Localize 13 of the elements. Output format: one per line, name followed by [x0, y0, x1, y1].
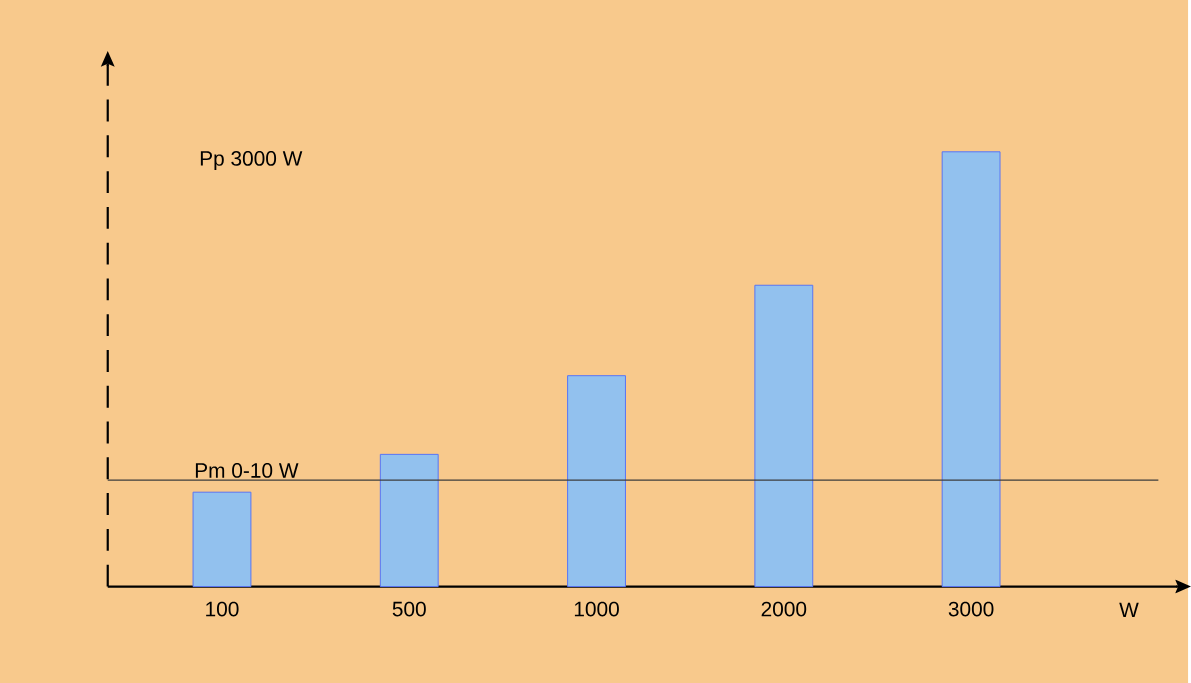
bar [941, 151, 1001, 587]
ref-line-label: Pm 0-10 W [195, 462, 299, 478]
x-axis-title: W [1119, 602, 1139, 617]
x-tick-label: 100 [206, 601, 239, 617]
annotation: Pp 3000 W [200, 150, 303, 170]
x-tick-label: 3000 [948, 601, 994, 617]
bar [754, 284, 814, 587]
bar [192, 491, 252, 587]
x-tick-label: 2000 [761, 601, 807, 617]
bar [567, 375, 626, 587]
x-tick-label: 1000 [574, 601, 619, 617]
x-tick-label: 500 [392, 601, 426, 617]
bar [379, 453, 439, 587]
